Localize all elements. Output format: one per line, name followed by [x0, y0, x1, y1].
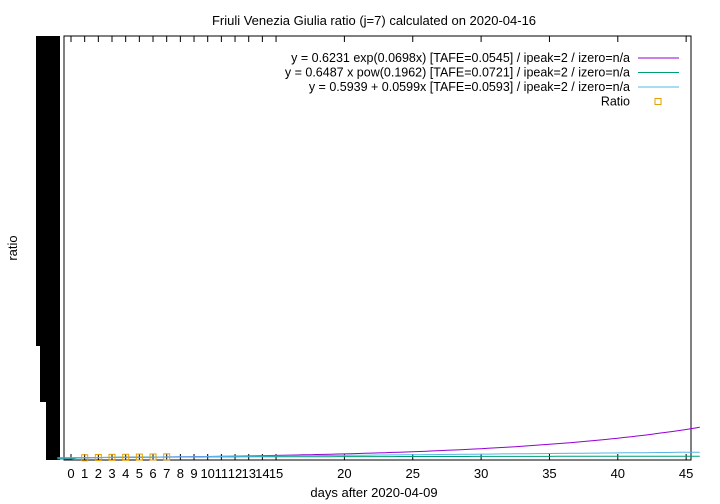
- legend-point-sample: [654, 98, 662, 105]
- x-tick-label: 12: [228, 466, 242, 481]
- ratio-point: [149, 453, 157, 461]
- legend-label: y = 0.6231 exp(0.0698x) [TAFE=0.0545] / …: [291, 51, 630, 65]
- x-tick-label: 4: [122, 466, 129, 481]
- x-tick-label: 10: [200, 466, 214, 481]
- x-tick-label: 0: [67, 466, 74, 481]
- x-tick-label: 30: [474, 466, 488, 481]
- x-tick-label: 40: [611, 466, 625, 481]
- x-tick-label: 25: [406, 466, 420, 481]
- legend: y = 0.6231 exp(0.0698x) [TAFE=0.0545] / …: [285, 51, 679, 109]
- y-axis-label: ratio: [5, 235, 20, 260]
- y-tick-label-block-lower: [46, 402, 60, 460]
- x-tick-label: 14: [255, 466, 269, 481]
- x-axis-label: days after 2020-04-09: [310, 485, 437, 500]
- data-series: [57, 426, 700, 462]
- ratio-point: [81, 454, 89, 462]
- chart-title: Friuli Venezia Giulia ratio (j=7) calcul…: [212, 13, 536, 28]
- x-tick-label: 13: [241, 466, 255, 481]
- x-tick-label: 1: [81, 466, 88, 481]
- x-tick-label: 11: [215, 466, 229, 481]
- y-axis-tick-label-overlap: [36, 36, 60, 460]
- ratio-point: [108, 453, 116, 461]
- legend-label: y = 0.5939 + 0.0599x [TAFE=0.0593] / ipe…: [309, 80, 630, 94]
- legend-label: y = 0.6487 x pow(0.1962) [TAFE=0.0721] /…: [285, 66, 630, 80]
- x-tick-label: 7: [163, 466, 170, 481]
- y-tick-label-block-middle: [40, 346, 60, 402]
- plot-frame: [63, 35, 692, 461]
- x-tick-label: 35: [542, 466, 556, 481]
- x-tick-label: 2: [95, 466, 102, 481]
- x-tick-label: 15: [269, 466, 283, 481]
- y-tick-label-block-upper: [36, 36, 60, 346]
- ratio-point: [135, 453, 143, 461]
- ratio-point: [163, 453, 171, 461]
- ratio-point: [122, 453, 130, 461]
- x-tick-label: 45: [679, 466, 693, 481]
- legend-label: Ratio: [601, 95, 630, 109]
- series-line: [57, 451, 700, 459]
- x-tick-label: 3: [108, 466, 115, 481]
- x-tick-label: 6: [149, 466, 156, 481]
- x-tick-label: 5: [136, 466, 143, 481]
- x-tick-label: 9: [190, 466, 197, 481]
- x-tick-label: 20: [337, 466, 351, 481]
- ratio-point: [94, 453, 102, 461]
- x-tick-label: 8: [177, 466, 184, 481]
